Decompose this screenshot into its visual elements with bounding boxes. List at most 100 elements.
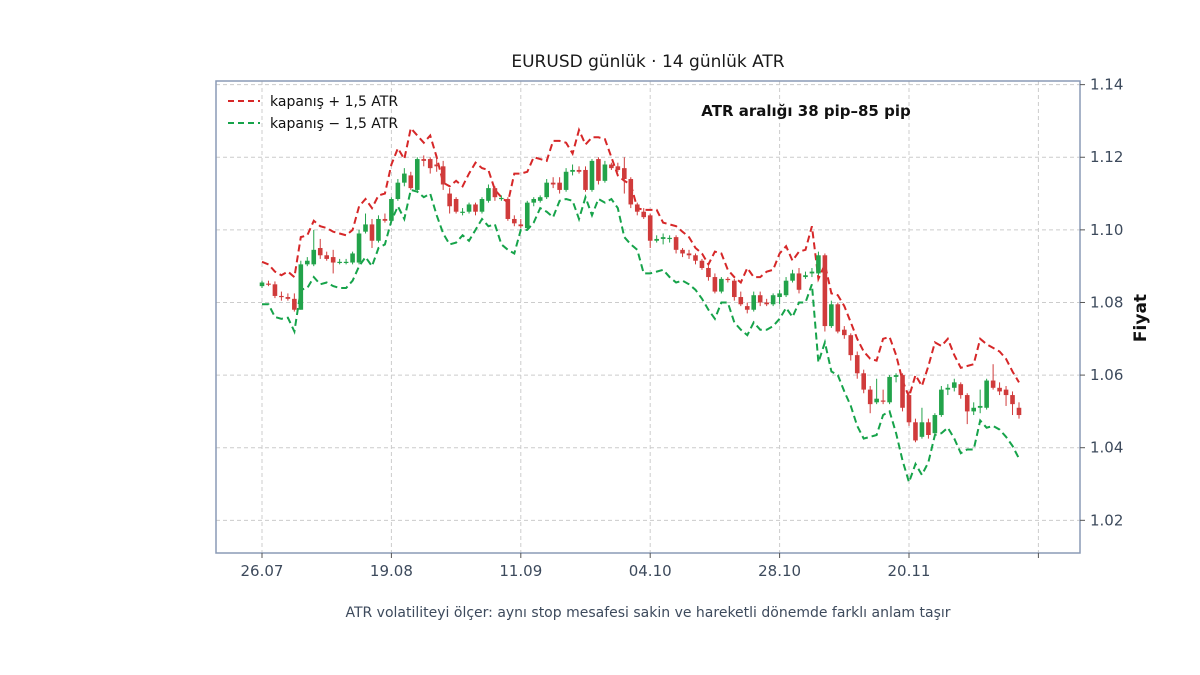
candle	[770, 293, 776, 307]
candle	[304, 257, 310, 267]
candle-body	[796, 273, 802, 290]
y-tick-label: 1.06	[1090, 366, 1123, 384]
candle	[699, 258, 705, 270]
candle	[298, 260, 304, 310]
candle-body	[615, 166, 621, 170]
candle	[686, 249, 692, 259]
candle-body	[887, 376, 892, 403]
candle	[473, 202, 478, 216]
candle	[259, 280, 265, 288]
candle-body	[699, 260, 705, 268]
x-tick-label: 11.09	[499, 562, 542, 580]
candle	[926, 418, 931, 439]
candle-body	[589, 160, 595, 190]
candle	[272, 281, 278, 299]
candle-body	[609, 164, 614, 169]
candle-body	[822, 255, 828, 327]
candle-body	[641, 211, 647, 218]
y-tick-label: 1.14	[1090, 76, 1123, 94]
candle	[634, 202, 640, 216]
candle	[984, 378, 989, 410]
candle-body	[842, 329, 847, 336]
candle-body	[1010, 395, 1015, 405]
candle-body	[719, 278, 724, 292]
candle-body	[479, 199, 485, 212]
candle-body	[945, 387, 951, 390]
candle-body	[583, 169, 588, 190]
candle-body	[421, 159, 427, 161]
candle	[693, 253, 698, 265]
lower-band-line	[262, 188, 1020, 486]
candle-body	[732, 280, 737, 298]
candle-body	[466, 204, 472, 212]
candle	[667, 235, 672, 243]
candle	[654, 235, 659, 243]
candle	[266, 280, 271, 287]
chart-title: EURUSD günlük · 14 günlük ATR	[511, 52, 784, 72]
candle	[382, 213, 388, 223]
candle-body	[951, 382, 957, 388]
candle	[408, 171, 414, 190]
candle	[757, 291, 763, 307]
grid-lines	[216, 81, 1080, 553]
candle	[337, 258, 342, 265]
candle	[343, 258, 349, 265]
candle	[570, 164, 575, 176]
candle-body	[486, 188, 491, 201]
candle	[499, 195, 504, 201]
chart-caption: ATR volatiliteyi ölçer: aynı stop mesafe…	[345, 605, 950, 621]
candle-body	[337, 261, 342, 264]
candle	[939, 385, 944, 417]
candle	[389, 197, 394, 223]
candle	[524, 200, 530, 230]
candle	[945, 384, 951, 396]
candle-body	[790, 273, 795, 281]
candle	[867, 385, 873, 414]
candle-body	[518, 224, 524, 227]
candle	[589, 159, 595, 192]
candle-body	[913, 422, 918, 441]
candle	[835, 302, 841, 334]
upper-band-line	[261, 126, 1020, 400]
candle-body	[414, 159, 420, 190]
candle	[505, 197, 511, 221]
candle	[453, 197, 459, 214]
legend-label-lower: kapanış − 1,5 ATR	[270, 116, 398, 132]
candle	[829, 300, 834, 328]
candle-body	[395, 182, 401, 199]
candle-body	[298, 264, 304, 310]
candle	[550, 177, 556, 189]
y-tick-label: 1.02	[1090, 511, 1123, 529]
candle	[796, 267, 802, 294]
x-tick-label: 20.11	[888, 562, 931, 580]
candle	[964, 393, 970, 425]
candle-body	[686, 253, 692, 256]
candle-body	[524, 202, 530, 229]
candle	[900, 373, 905, 412]
candle-body	[926, 422, 931, 435]
legend: kapanış + 1,5 ATR kapanış − 1,5 ATR	[228, 94, 398, 132]
y-tick-label: 1.10	[1090, 221, 1123, 239]
candle	[447, 188, 452, 214]
candle-body	[757, 295, 763, 303]
candle-body	[861, 373, 867, 390]
candle-body	[369, 224, 375, 241]
y-axis: 1.02 1.04 1.06 1.08 1.10 1.12 1.14	[1080, 76, 1123, 529]
candle-body	[304, 260, 310, 265]
candle-body	[628, 179, 634, 205]
candle	[576, 166, 582, 174]
candle-body	[829, 304, 834, 327]
candle	[537, 195, 543, 203]
plot-frame	[215, 80, 1081, 554]
candle-body	[363, 224, 368, 232]
candle-body	[738, 297, 744, 305]
candle	[874, 378, 879, 405]
candle	[279, 291, 284, 301]
candle	[395, 179, 401, 201]
candle-body	[673, 237, 679, 250]
candle	[518, 218, 524, 229]
candle-body	[311, 249, 317, 265]
candle	[861, 369, 867, 394]
candle	[641, 208, 647, 219]
candle	[880, 389, 886, 405]
